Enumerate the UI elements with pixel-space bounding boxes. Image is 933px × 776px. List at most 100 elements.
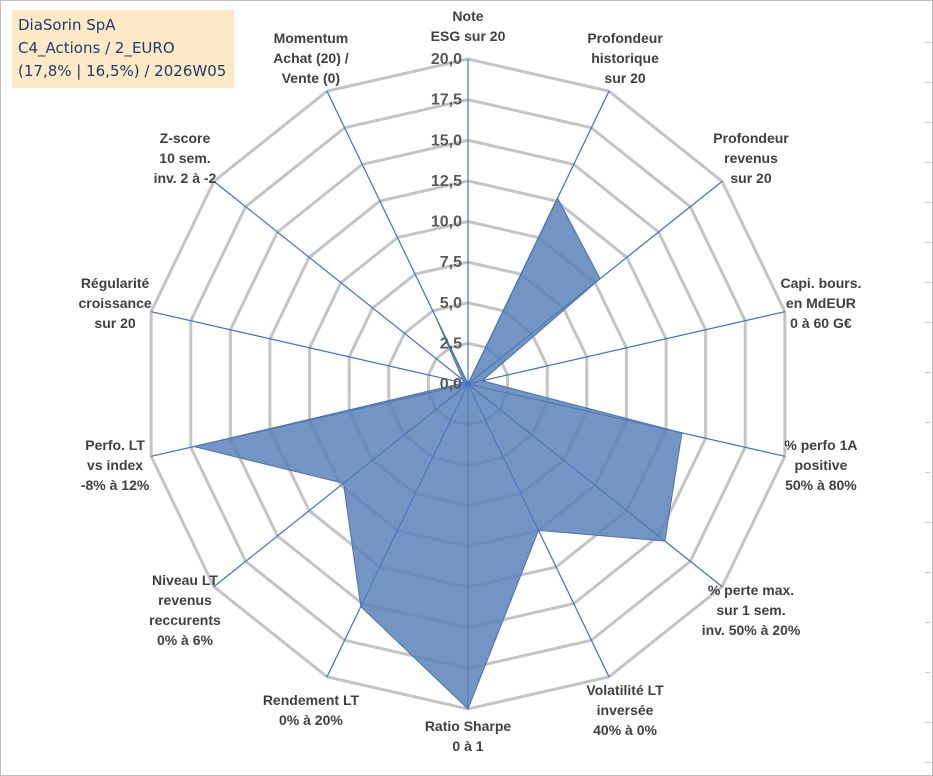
axis-label-4-line-2: 50% à 80% bbox=[785, 476, 857, 493]
axis-label-12: Z-score 10 sem. inv. 2 à -2 bbox=[154, 128, 217, 188]
category-label: C4_Actions / 2_EURO bbox=[18, 39, 175, 57]
axis-label-6-line-2: 40% à 0% bbox=[593, 722, 657, 739]
axis-label-3-line-1: en MdEUR bbox=[785, 295, 856, 312]
tick-label-3: 7,5 bbox=[440, 254, 462, 271]
axis-label-7: Ratio Sharpe 0 à 1 bbox=[425, 716, 511, 756]
axis-label-5-line-2: inv. 50% à 20% bbox=[701, 621, 801, 638]
axis-label-7-line-1: 0 à 1 bbox=[452, 738, 484, 754]
tick-label-0: 0,0 bbox=[440, 376, 462, 393]
axis-label-10-line-2: -8% à 12% bbox=[80, 476, 150, 493]
tick-label-6: 15,0 bbox=[431, 132, 462, 149]
tick-label-2: 5,0 bbox=[440, 295, 462, 312]
tick-label-5: 12,5 bbox=[431, 173, 462, 190]
axis-label-9: Niveau LT revenus reccurents 0% à 6% bbox=[149, 570, 221, 650]
axis-label-5: % perte max. sur 1 sem. inv. 50% à 20% bbox=[702, 580, 801, 640]
axis-label-4-line-0: % perfo 1A bbox=[784, 436, 858, 453]
axis-label-5-line-0: % perte max. bbox=[707, 581, 795, 598]
company-name: DiaSorin SpA bbox=[18, 16, 116, 34]
axis-label-3-line-0: Capi. bours. bbox=[780, 275, 862, 292]
stats-label: (17,8% | 16,5%) / 2026W05 bbox=[18, 62, 227, 80]
right-edge-markers bbox=[925, 2, 931, 772]
axis-label-9-line-3: 0% à 6% bbox=[156, 631, 213, 648]
axis-label-13-line-1: Achat (20) / bbox=[273, 49, 349, 66]
axis-label-12-line-1: 10 sem. bbox=[159, 150, 211, 167]
series-layer bbox=[151, 59, 785, 710]
edge-marker-5 bbox=[925, 242, 931, 243]
info-box: DiaSorin SpA C4_Actions / 2_EURO (17,8% … bbox=[12, 10, 234, 88]
edge-marker-1 bbox=[925, 82, 931, 83]
axis-label-0: Note ESG sur 20 bbox=[431, 6, 506, 46]
series-area bbox=[193, 196, 683, 710]
axis-label-13-line-2: Vente (0) bbox=[281, 69, 341, 86]
axis-label-12-line-0: Z-score bbox=[159, 130, 211, 147]
edge-marker-8 bbox=[925, 372, 931, 373]
axis-label-3: Capi. bours. en MdEUR 0 à 60 G€ bbox=[780, 273, 861, 333]
axis-label-13: Momentum Achat (20) / Vente (0) bbox=[273, 28, 348, 88]
edge-marker-7 bbox=[925, 322, 931, 323]
edge-marker-14 bbox=[925, 672, 931, 673]
spoke-overlay-10 bbox=[151, 383, 469, 457]
spoke-overlay-3 bbox=[467, 311, 785, 385]
axis-label-11: Régularité croissance sur 20 bbox=[78, 273, 151, 333]
edge-marker-6 bbox=[925, 282, 931, 283]
edge-marker-16 bbox=[925, 762, 931, 763]
edge-marker-4 bbox=[925, 202, 931, 203]
spoke-overlay-8 bbox=[326, 383, 469, 677]
axis-label-6-line-1: inversée bbox=[596, 702, 654, 719]
spoke-overlay-5 bbox=[467, 383, 723, 587]
axis-label-3-line-2: 0 à 60 G€ bbox=[790, 315, 852, 332]
edge-marker-3 bbox=[925, 162, 931, 163]
axis-label-4-line-1: positive bbox=[794, 456, 848, 473]
axis-label-9-line-1: revenus bbox=[158, 591, 212, 608]
spoke-overlay-2 bbox=[467, 181, 723, 385]
tick-layer: 0,0 2,5 5,0 7,5 10,0 12,5 15,0 17,5 20,0 bbox=[431, 51, 462, 393]
tick-label-8: 20,0 bbox=[431, 51, 462, 68]
edge-marker-0 bbox=[925, 42, 931, 43]
tick-label-1: 2,5 bbox=[440, 335, 462, 352]
axis-label-4: % perfo 1A positive 50% à 80% bbox=[784, 435, 857, 495]
axis-label-1-line-2: sur 20 bbox=[604, 69, 646, 86]
axis-label-2-line-0: Profondeur bbox=[713, 130, 789, 147]
axis-label-6-line-0: Volatilité LT bbox=[586, 682, 664, 699]
spoke-overlay-13 bbox=[326, 91, 469, 385]
axis-label-1: Profondeur historique sur 20 bbox=[587, 28, 662, 88]
axis-label-10-line-1: vs index bbox=[87, 456, 144, 473]
axis-label-1-line-1: historique bbox=[591, 49, 659, 66]
axis-label-6: Volatilité LT inversée 40% à 0% bbox=[586, 680, 663, 740]
axis-label-8-line-1: 0% à 20% bbox=[279, 712, 343, 729]
axis-label-2: Profondeur revenus sur 20 bbox=[713, 128, 788, 188]
edge-marker-12 bbox=[925, 572, 931, 573]
tick-label-7: 17,5 bbox=[431, 92, 462, 109]
axis-label-9-line-0: Niveau LT bbox=[152, 571, 218, 588]
spoke-overlay-12 bbox=[213, 181, 469, 385]
axis-label-10-line-0: Perfo. LT bbox=[85, 436, 145, 453]
axis-label-9-line-2: reccurents bbox=[149, 611, 221, 628]
axis-label-2-line-2: sur 20 bbox=[730, 170, 772, 187]
axis-label-8-line-0: Rendement LT bbox=[262, 692, 360, 709]
spoke-overlay-4 bbox=[467, 383, 785, 457]
axis-label-11-line-0: Régularité bbox=[80, 275, 150, 292]
axis-label-0-line-0: Note bbox=[452, 8, 484, 24]
axis-label-1-line-0: Profondeur bbox=[587, 29, 663, 46]
edge-marker-9 bbox=[925, 422, 931, 423]
edge-marker-2 bbox=[925, 122, 931, 123]
edge-marker-11 bbox=[925, 522, 931, 523]
spoke-overlay-11 bbox=[151, 311, 469, 385]
axis-label-7-line-0: Ratio Sharpe bbox=[424, 718, 512, 734]
axis-label-10: Perfo. LT vs index -8% à 12% bbox=[81, 435, 149, 495]
axis-label-5-line-1: sur 1 sem. bbox=[716, 601, 786, 618]
axis-label-2-line-1: revenus bbox=[724, 150, 778, 167]
spoke-overlay-9 bbox=[213, 383, 469, 587]
edge-marker-13 bbox=[925, 622, 931, 623]
axis-label-11-line-1: croissance bbox=[78, 295, 152, 312]
axis-label-8: Rendement LT 0% à 20% bbox=[263, 690, 359, 730]
edge-marker-15 bbox=[925, 722, 931, 723]
spoke-overlay-6 bbox=[467, 383, 610, 677]
axis-label-13-line-0: Momentum bbox=[273, 29, 349, 46]
axis-label-11-line-2: sur 20 bbox=[94, 315, 136, 332]
axis-label-0-line-1: ESG sur 20 bbox=[430, 28, 506, 44]
tick-label-4: 10,0 bbox=[431, 214, 462, 231]
edge-marker-10 bbox=[925, 472, 931, 473]
spoke-overlay-1 bbox=[467, 91, 610, 385]
